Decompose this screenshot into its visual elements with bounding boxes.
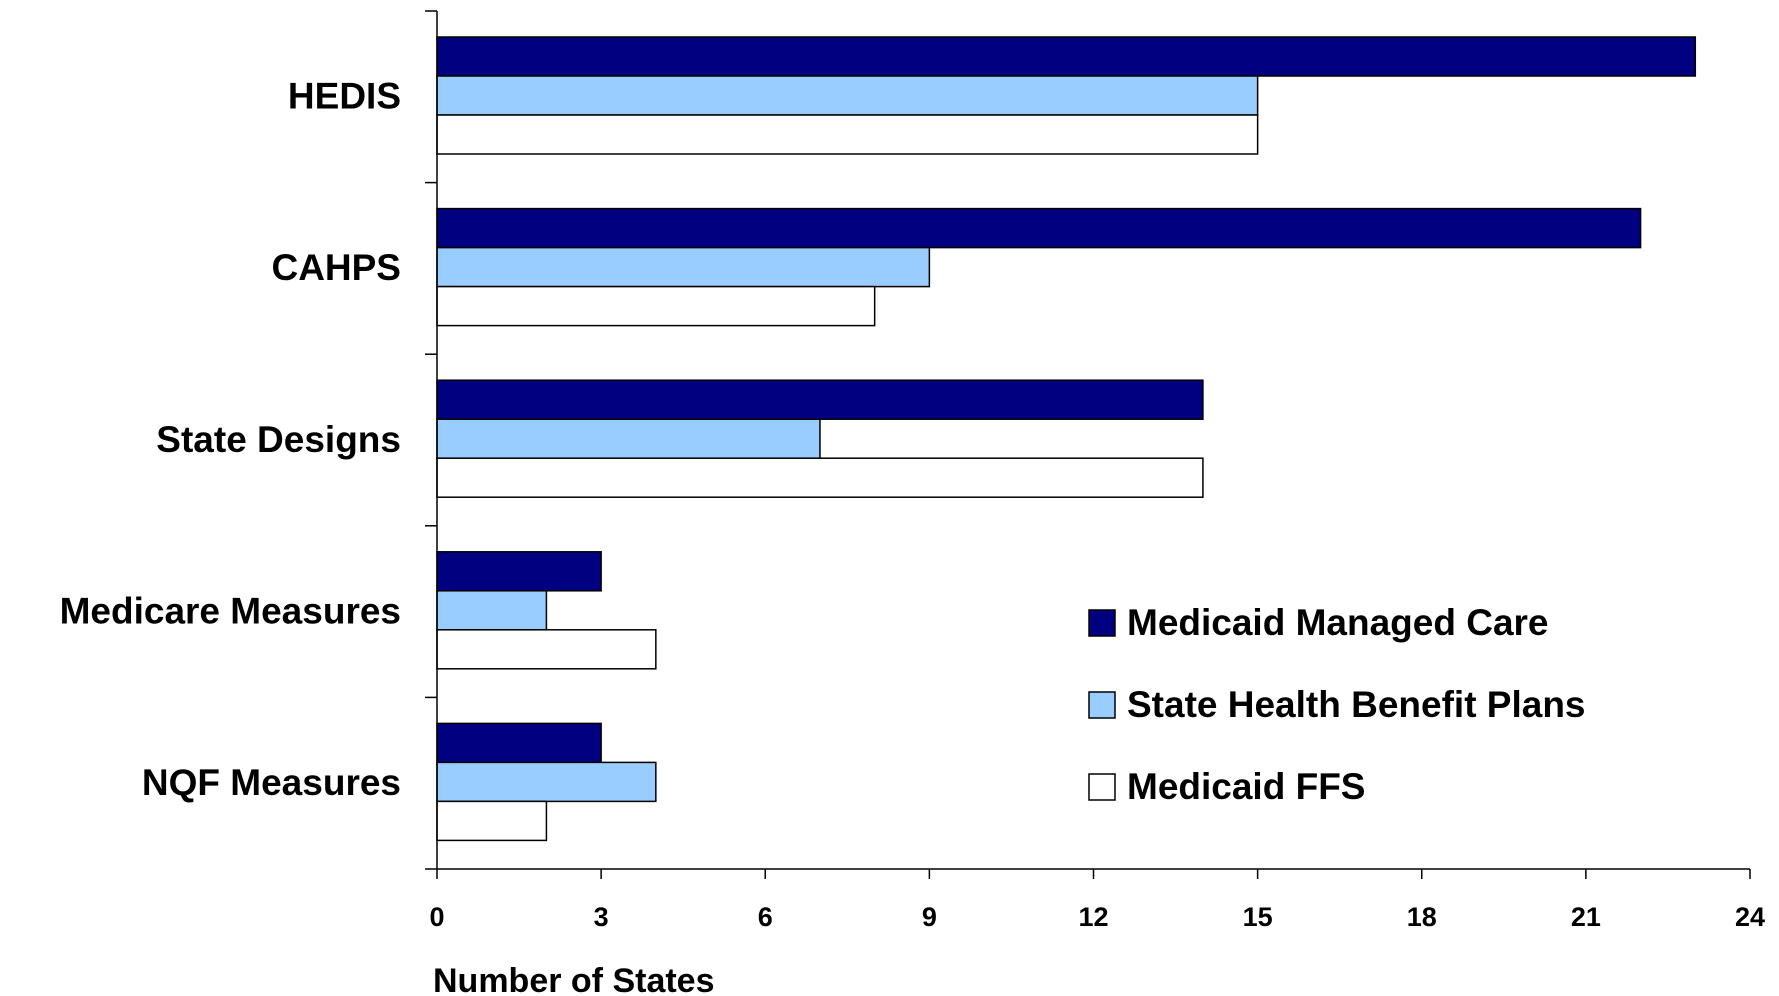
x-axis-title: Number of States [433,962,715,996]
x-tick-label: 3 [594,902,609,932]
x-tick-label: 18 [1407,902,1437,932]
legend-label: Medicaid Managed Care [1127,602,1549,643]
x-tick-label: 21 [1571,902,1601,932]
bar [436,114,1259,155]
bar [436,761,657,803]
y-tick-label: NQF Measures [142,762,401,803]
x-tick-label: 6 [758,902,773,932]
bar [436,418,821,459]
legend-swatch [1088,773,1116,801]
legend-swatch [1088,691,1116,719]
bar [436,722,602,764]
x-tick-label: 0 [429,902,444,932]
legend-swatch [1088,609,1116,637]
bar [436,551,602,592]
x-tick-label: 15 [1243,902,1273,932]
bar [436,246,931,288]
y-tick-label: Medicare Measures [60,590,401,631]
bar [436,207,1642,249]
bar [436,800,548,842]
bar [436,379,1204,420]
bar [436,75,1259,116]
bar [436,629,657,670]
y-tick-label: CAHPS [271,247,401,288]
x-tick-label: 24 [1735,902,1765,932]
bar [436,36,1697,77]
y-tick-label: State Designs [156,419,401,460]
bar [436,285,876,327]
x-tick-label: 9 [922,902,937,932]
legend-label: Medicaid FFS [1127,766,1365,807]
x-tick-label: 12 [1078,902,1108,932]
y-tick-label: HEDIS [288,76,401,117]
bar [436,457,1204,498]
legend-label: State Health Benefit Plans [1127,684,1586,725]
bar [436,590,548,631]
